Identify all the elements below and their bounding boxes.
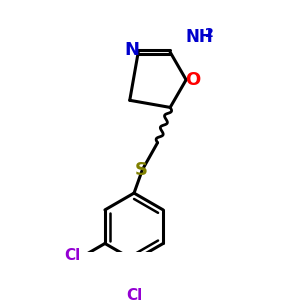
Text: 2: 2 bbox=[206, 27, 214, 40]
Text: Cl: Cl bbox=[126, 288, 142, 300]
Text: S: S bbox=[134, 161, 147, 179]
Text: O: O bbox=[185, 71, 200, 89]
Text: NH: NH bbox=[185, 28, 213, 46]
Text: N: N bbox=[125, 41, 140, 59]
Text: Cl: Cl bbox=[64, 248, 81, 263]
